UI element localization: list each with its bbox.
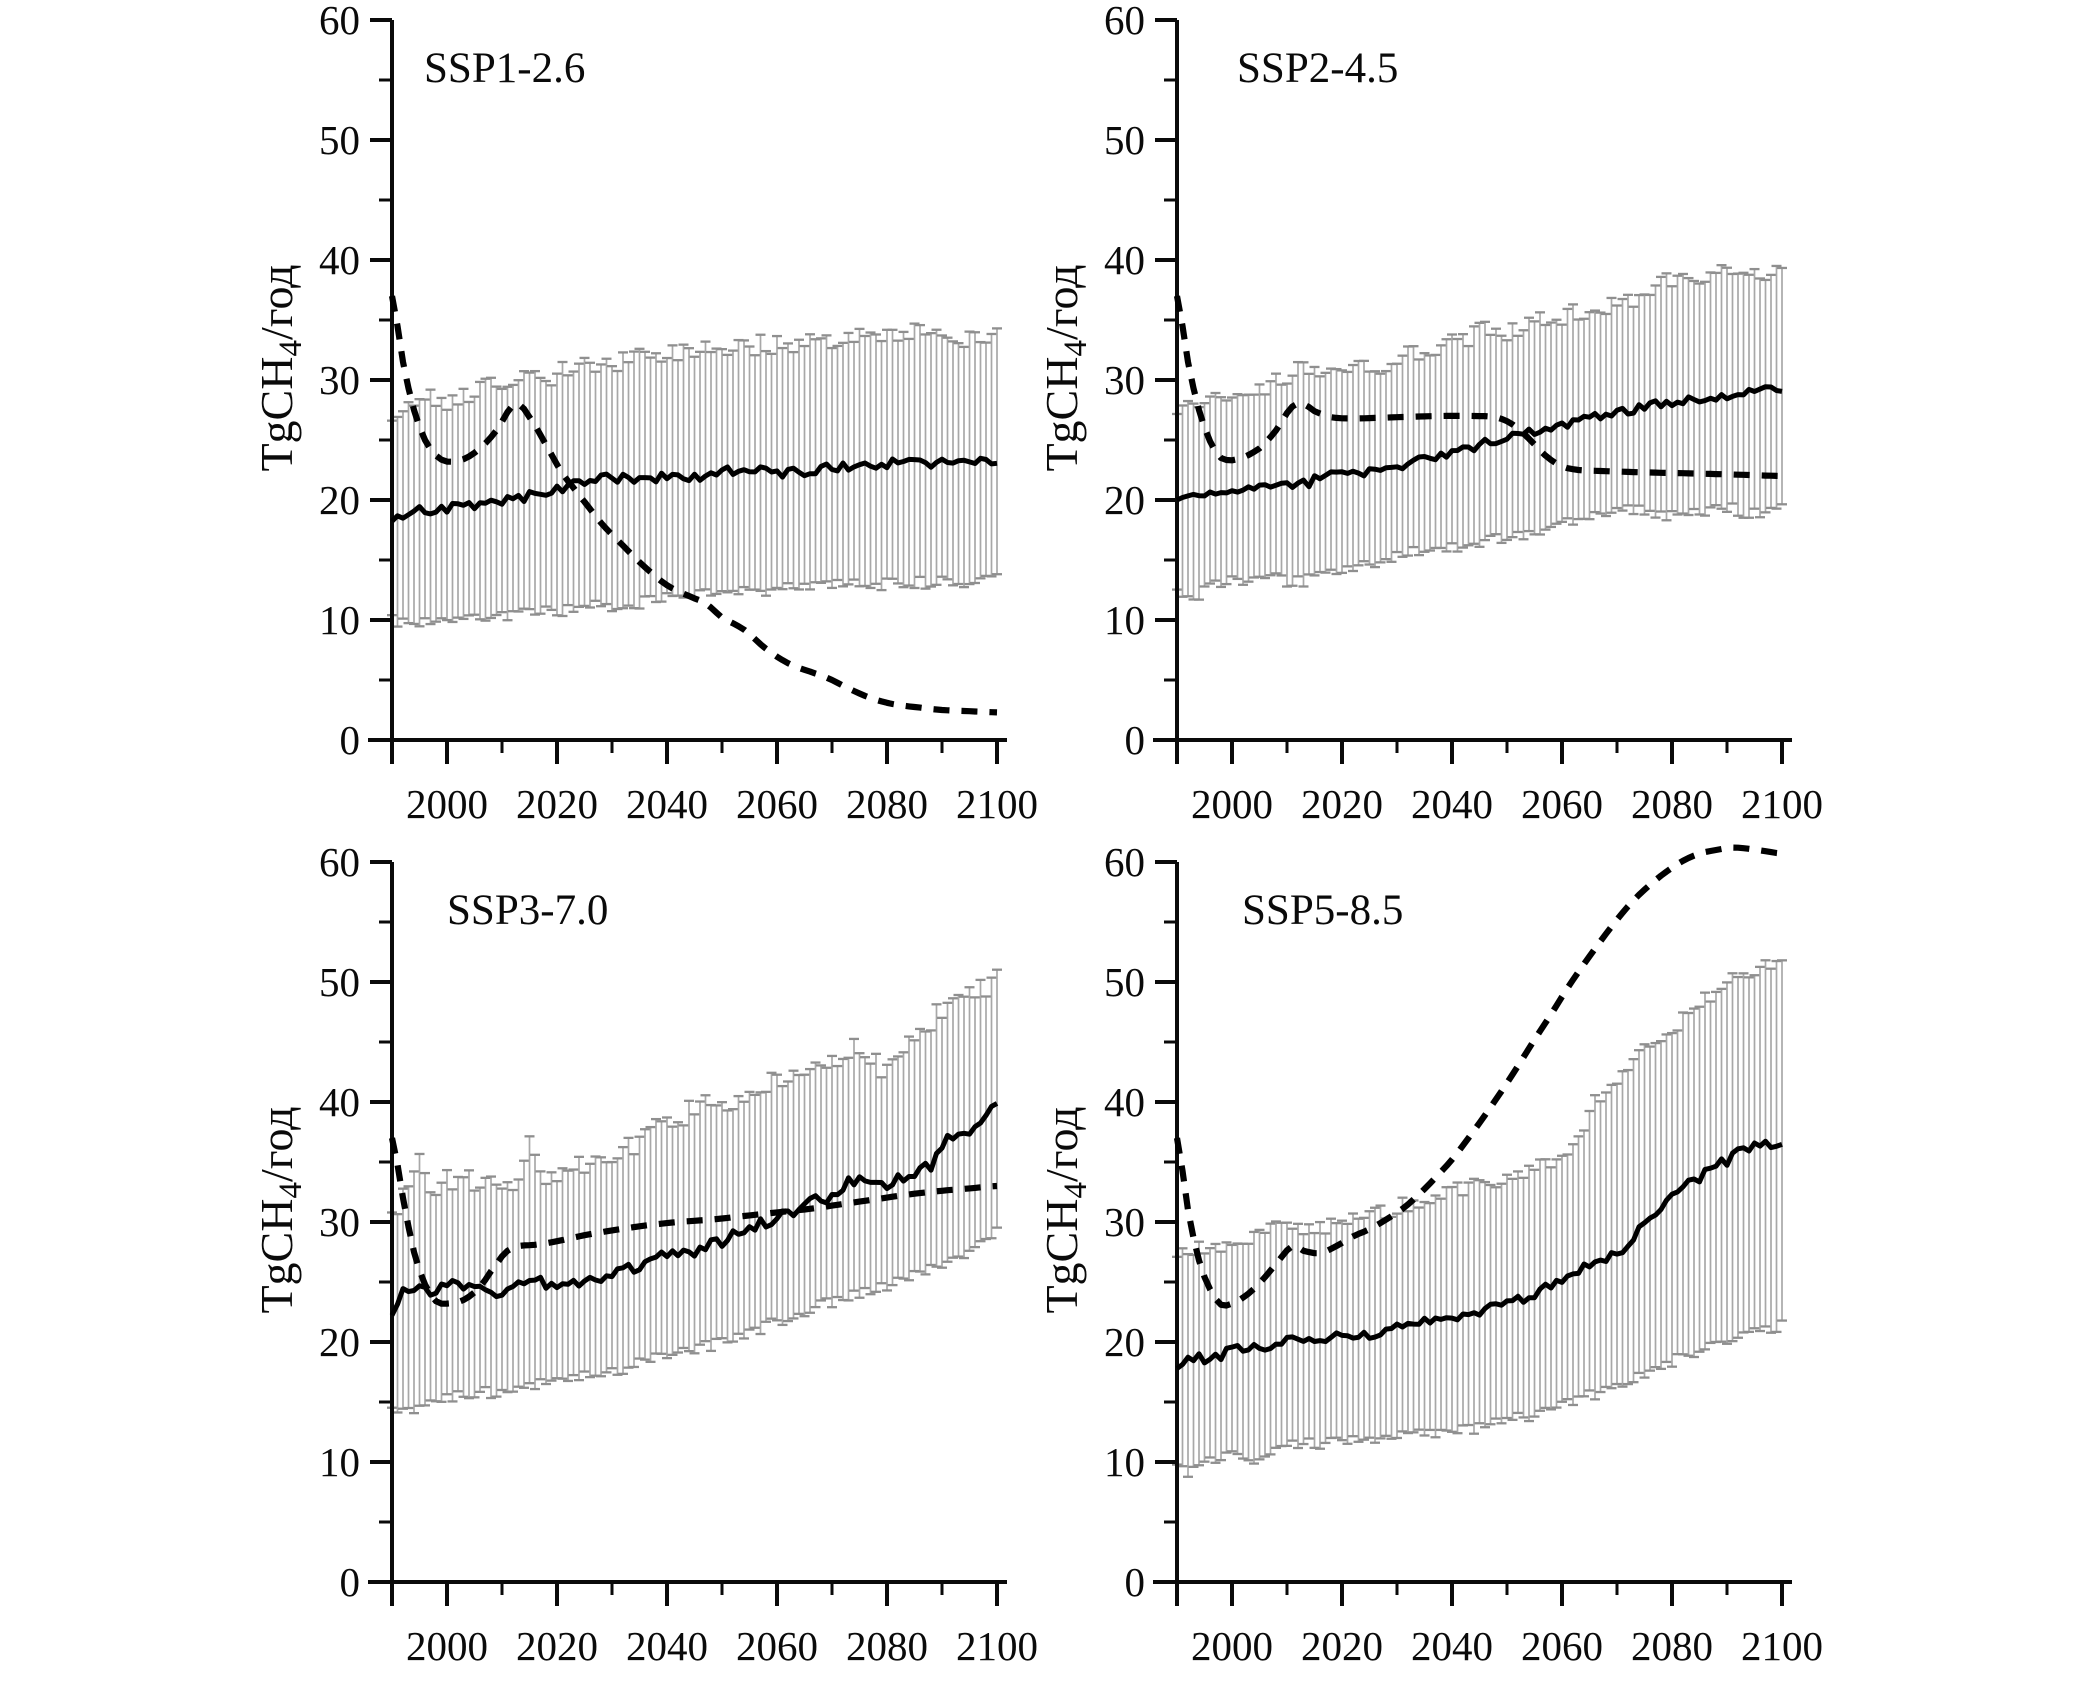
y-tick-label: 30	[319, 357, 360, 403]
panel-title-ssp5-8.5: SSP5-8.5	[1242, 887, 1403, 934]
y-axis-label-bottom-right: TgCH4/год	[1036, 1106, 1094, 1313]
x-tick-label: 2100	[1741, 781, 1823, 827]
x-tick-label: 2000	[406, 1623, 488, 1669]
y-tick-label: 50	[1104, 959, 1145, 1005]
y-tick-label: 50	[319, 117, 360, 163]
y-tick-label: 40	[319, 1079, 360, 1125]
y-tick-label: 10	[1104, 1439, 1145, 1485]
x-tick-label: 2040	[626, 1623, 708, 1669]
x-tick-label: 2100	[956, 781, 1038, 827]
y-tick-label: 30	[319, 1199, 360, 1245]
y-tick-label: 10	[319, 1439, 360, 1485]
x-tick-label: 2020	[516, 1623, 598, 1669]
y-tick-label: 40	[1104, 237, 1145, 283]
x-tick-label: 2080	[1631, 781, 1713, 827]
scenario-dashed-line	[1173, 844, 1783, 1309]
plot-SSP1-2.6: 0 10 20 30 40 50 60 2000 2020 2040 2060 2080 2100	[319, 0, 1038, 827]
x-tick-label: 2020	[1301, 781, 1383, 827]
x-tick-label: 2060	[736, 781, 818, 827]
plot-SSP2-4.5: 0 10 20 30 40 50 60 2000 2020 2040 2060 2080 2100	[1104, 0, 1823, 827]
y-tick-label: 0	[1125, 717, 1146, 763]
axes: 0 10 20 30 40 50 60 2000 2020 2040 2060 2080 2100	[319, 839, 1038, 1669]
y-tick-label: 30	[1104, 1199, 1145, 1245]
y-tick-label: 40	[319, 237, 360, 283]
x-tick-label: 2040	[1411, 1623, 1493, 1669]
y-tick-label: 20	[319, 1319, 360, 1365]
y-tick-label: 50	[1104, 117, 1145, 163]
scenario-dashed-line	[1173, 295, 1783, 480]
y-axis-label-bottom-left: TgCH4/год	[251, 1106, 309, 1313]
x-tick-label: 2060	[736, 1623, 818, 1669]
error-bars-layer	[1172, 264, 1787, 601]
scenario-dashed-line	[388, 1137, 998, 1307]
y-axis-label-top-right: TgCH4/год	[1036, 264, 1094, 471]
y-axis-label-top-left: TgCH4/год	[251, 264, 309, 471]
x-tick-label: 2000	[1191, 781, 1273, 827]
panel-title-ssp1-2.6: SSP1-2.6	[424, 45, 585, 92]
x-tick-label: 2080	[1631, 1623, 1713, 1669]
axes: 0 10 20 30 40 50 60 2000 2020 2040 2060 2080 2100	[1104, 0, 1823, 827]
y-tick-label: 0	[340, 1559, 361, 1605]
y-tick-label: 50	[319, 959, 360, 1005]
y-tick-label: 60	[1104, 839, 1145, 885]
y-tick-label: 40	[1104, 1079, 1145, 1125]
plot-SSP3-7.0: 0 10 20 30 40 50 60 2000 2020 2040 2060 2080 2100	[319, 839, 1038, 1669]
y-tick-label: 0	[340, 717, 361, 763]
x-tick-label: 2100	[956, 1623, 1038, 1669]
panel-title-ssp2-4.5: SSP2-4.5	[1237, 45, 1398, 92]
x-tick-label: 2060	[1521, 1623, 1603, 1669]
x-tick-label: 2080	[846, 1623, 928, 1669]
y-tick-label: 60	[1104, 0, 1145, 43]
axes: 0 10 20 30 40 50 60 2000 2020 2040 2060 2080 2100	[1104, 839, 1823, 1669]
y-tick-label: 60	[319, 0, 360, 43]
y-tick-label: 0	[1125, 1559, 1146, 1605]
y-tick-label: 20	[1104, 1319, 1145, 1365]
y-tick-label: 30	[1104, 357, 1145, 403]
y-tick-label: 10	[319, 597, 360, 643]
model-mean-line	[390, 455, 998, 523]
scenario-dashed-line	[388, 295, 998, 716]
x-tick-label: 2100	[1741, 1623, 1823, 1669]
error-bars-layer	[1172, 959, 1787, 1478]
axes: 0 10 20 30 40 50 60 2000 2020 2040 2060 2080 2100	[319, 0, 1038, 827]
model-mean-line	[1175, 384, 1783, 503]
x-tick-label: 2000	[406, 781, 488, 827]
error-bars-layer	[387, 322, 1002, 628]
x-tick-label: 2060	[1521, 781, 1603, 827]
plot-SSP5-8.5: 0 10 20 30 40 50 60 2000 2020 2040 2060 2080 2100	[1104, 839, 1823, 1669]
x-tick-label: 2040	[1411, 781, 1493, 827]
x-tick-label: 2040	[626, 781, 708, 827]
y-tick-label: 20	[1104, 477, 1145, 523]
y-tick-label: 20	[319, 477, 360, 523]
x-tick-label: 2020	[1301, 1623, 1383, 1669]
y-tick-label: 60	[319, 839, 360, 885]
model-mean-line	[1175, 1138, 1783, 1371]
x-tick-label: 2000	[1191, 1623, 1273, 1669]
x-tick-label: 2020	[516, 781, 598, 827]
y-tick-label: 10	[1104, 597, 1145, 643]
model-mean-line	[389, 1101, 999, 1317]
panel-title-ssp3-7.0: SSP3-7.0	[447, 887, 608, 934]
error-bars-layer	[387, 968, 1002, 1415]
x-tick-label: 2080	[846, 781, 928, 827]
